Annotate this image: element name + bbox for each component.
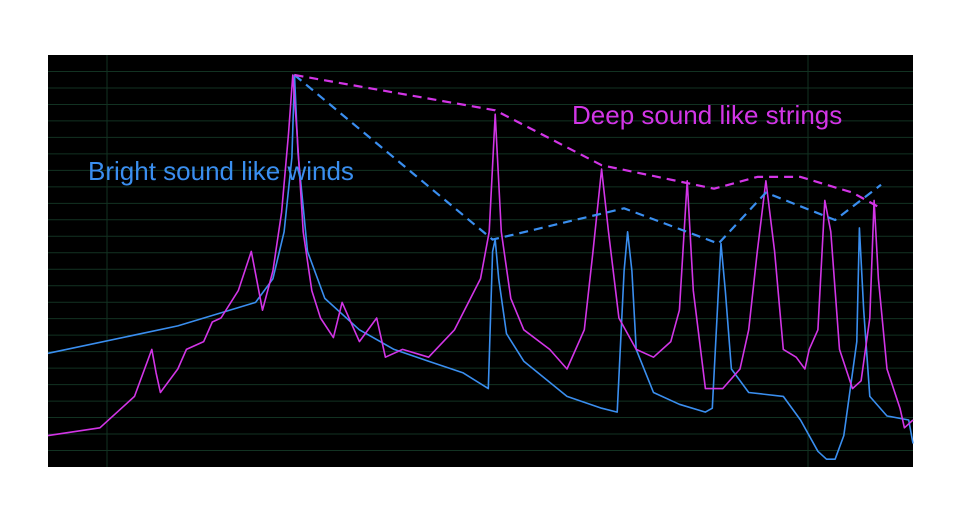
annotation-bright: Bright sound like winds [88,156,354,186]
envelope-line-2 [293,74,882,245]
plot-background [48,55,913,467]
spectrum-line-0 [47,74,914,461]
series-layer [47,73,914,461]
annotation-deep: Deep sound like strings [572,100,842,130]
spectrum-line-1 [47,74,914,437]
grid [48,55,913,467]
envelope-line-3 [294,73,882,210]
